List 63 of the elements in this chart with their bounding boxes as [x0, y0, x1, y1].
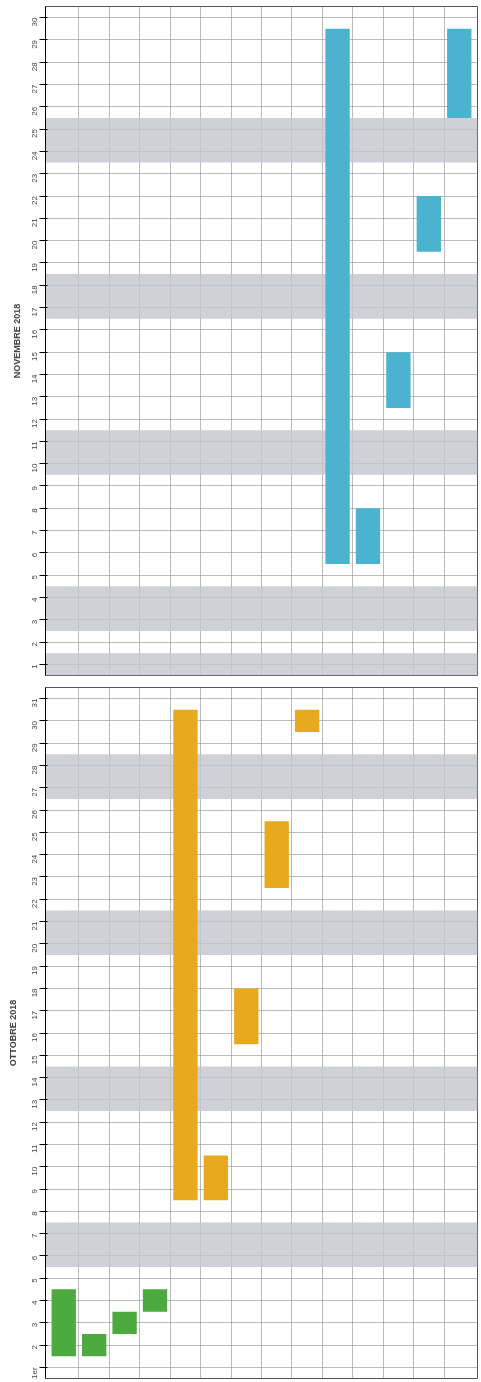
y-tick-label: 25: [30, 128, 39, 139]
y-tick-label: 12: [30, 1121, 39, 1132]
y-tick-label: 20: [30, 943, 39, 953]
y-tick-label: 28: [30, 61, 39, 72]
y-tick-label: 9: [30, 1188, 39, 1194]
y-tick-label: 13: [30, 1099, 39, 1109]
y-tick-label: 26: [30, 106, 39, 116]
y-tick-label: 15: [30, 1054, 39, 1065]
y-tick-label: 29: [30, 742, 39, 753]
y-tick-label: 1er: [30, 1367, 39, 1379]
y-tick-label: 22: [30, 898, 39, 909]
y-tick-label: 16: [30, 329, 39, 339]
y-tick-label: 18: [30, 284, 39, 295]
y-tick-label: 10: [30, 463, 39, 473]
y-tick-label: 8: [30, 1210, 39, 1216]
y-tick-label: 10: [30, 1166, 39, 1176]
y-tick-label: 23: [30, 173, 39, 183]
y-tick-label: 17: [30, 1010, 39, 1020]
y-tick-label: 14: [30, 1077, 39, 1087]
y-tick-label: 12: [30, 418, 39, 428]
y-tick-label: 14: [30, 373, 39, 384]
y-tick-label: 4: [30, 596, 39, 602]
y-tick-label: 30: [30, 17, 39, 27]
y-tick-label: 29: [30, 39, 39, 49]
y-tick-label: 17: [30, 307, 39, 317]
y-tick-label: 11: [30, 1143, 39, 1153]
y-tick-label: 2: [30, 641, 39, 647]
y-tick-label: 6: [30, 552, 39, 558]
y-tick-label: 24: [30, 854, 39, 864]
y-tick-label: 22: [30, 195, 39, 205]
y-tick-label: 30: [30, 720, 39, 730]
y-tick-label: 13: [30, 396, 39, 406]
y-tick-label: 7: [30, 530, 39, 535]
y-tick-label: 21: [30, 921, 39, 931]
y-tick-label: 21: [30, 217, 39, 228]
y-tick-label: 5: [30, 1277, 39, 1283]
y-tick-label: 25: [30, 831, 39, 842]
y-tick-label: 27: [30, 787, 39, 797]
y-tick-label: 24: [30, 150, 39, 161]
y-tick-label: 3: [30, 619, 39, 625]
y-tick-label: 9: [30, 485, 39, 491]
y-tick-label: 5: [30, 574, 39, 580]
y-tick-label: 6: [30, 1255, 39, 1261]
y-tick-label: 23: [30, 876, 39, 886]
y-tick-label: 7: [30, 1233, 39, 1239]
y-tick-label: 3: [30, 1322, 39, 1328]
y-tick-label: 8: [30, 507, 39, 513]
y-tick-label: 15: [30, 351, 39, 362]
y-tick-label: 20: [30, 240, 39, 250]
y-tick-label: 11: [30, 440, 39, 450]
y-tick-label: 18: [30, 987, 39, 998]
text: NOVEMBRE 2018: [11, 303, 22, 379]
y-tick-label: 31: [30, 698, 39, 708]
y-tick-label: 28: [30, 764, 39, 775]
y-tick-label: 19: [30, 262, 39, 272]
y-tick-label: 26: [30, 809, 39, 819]
y-tick-label: 16: [30, 1032, 39, 1042]
text: OTTOBRE 2018: [7, 999, 18, 1067]
y-tick-label: 19: [30, 965, 39, 976]
y-tick-label: 4: [30, 1299, 39, 1305]
y-tick-label: 27: [30, 84, 39, 94]
y-tick-label: 2: [30, 1344, 39, 1350]
y-tick-label: 1: [30, 663, 39, 669]
